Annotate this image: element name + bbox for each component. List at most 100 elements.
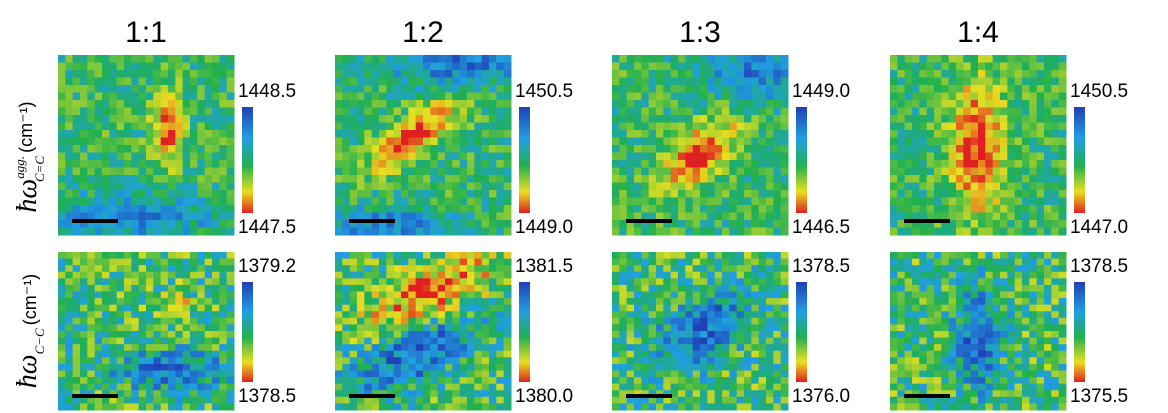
- pixel: [781, 357, 789, 364]
- pixel: [109, 190, 117, 198]
- pixel: [227, 78, 235, 86]
- pixel: [175, 377, 183, 384]
- pixel: [619, 397, 627, 404]
- pixel: [372, 357, 380, 364]
- pixel: [117, 85, 125, 93]
- pixel: [357, 331, 365, 338]
- pixel: [934, 252, 942, 259]
- pixel: [131, 357, 139, 364]
- pixel: [65, 130, 73, 138]
- pixel: [342, 318, 350, 325]
- pixel: [912, 160, 920, 168]
- pixel: [744, 115, 752, 123]
- pixel: [641, 175, 649, 183]
- pixel: [897, 78, 905, 86]
- pixel: [781, 324, 789, 331]
- pixel: [1059, 130, 1067, 138]
- pixel: [729, 384, 737, 391]
- pixel: [1015, 357, 1023, 364]
- pixel: [131, 70, 139, 78]
- pixel: [168, 364, 176, 371]
- pixel: [685, 311, 693, 318]
- pixel: [1044, 252, 1052, 259]
- pixel: [1015, 55, 1023, 63]
- pixel: [183, 63, 191, 71]
- pixel: [139, 220, 147, 228]
- pixel: [496, 138, 504, 146]
- pixel: [678, 153, 686, 161]
- pixel: [102, 259, 110, 266]
- pixel: [693, 115, 701, 123]
- pixel: [175, 285, 183, 292]
- pixel: [386, 160, 394, 168]
- pixel: [379, 272, 387, 279]
- pixel: [729, 298, 737, 305]
- pixel: [897, 160, 905, 168]
- pixel: [737, 100, 745, 108]
- pixel: [227, 397, 235, 404]
- pixel: [357, 205, 365, 213]
- pixel: [386, 384, 394, 391]
- pixel: [1044, 272, 1052, 279]
- pixel: [619, 259, 627, 266]
- pixel: [65, 93, 73, 101]
- pixel: [460, 351, 468, 358]
- pixel: [722, 160, 730, 168]
- pixel: [905, 278, 913, 285]
- pixel: [146, 130, 154, 138]
- pixel: [905, 145, 913, 153]
- pixel: [612, 130, 620, 138]
- pixel: [759, 228, 767, 236]
- pixel: [927, 228, 935, 236]
- symbol: ħω: [12, 354, 43, 388]
- pixel: [496, 108, 504, 116]
- pixel: [934, 100, 942, 108]
- pixel: [350, 285, 358, 292]
- pixel: [707, 145, 715, 153]
- pixel: [489, 213, 497, 221]
- pixel: [408, 390, 416, 397]
- pixel: [934, 55, 942, 63]
- pixel: [656, 252, 664, 259]
- pixel: [781, 138, 789, 146]
- pixel: [504, 344, 512, 351]
- pixel: [153, 153, 161, 161]
- pixel: [489, 390, 497, 397]
- pixel: [423, 298, 431, 305]
- pixel: [656, 190, 664, 198]
- pixel: [161, 384, 169, 391]
- pixel: [912, 371, 920, 378]
- pixel: [474, 138, 482, 146]
- pixel: [474, 305, 482, 312]
- pixel: [117, 205, 125, 213]
- pixel: [496, 70, 504, 78]
- pixel: [124, 311, 132, 318]
- pixel: [73, 272, 81, 279]
- pixel: [95, 78, 103, 86]
- pixel: [212, 123, 220, 131]
- pixel: [117, 100, 125, 108]
- pixel: [227, 344, 235, 351]
- pixel: [1022, 168, 1030, 176]
- pixel: [408, 160, 416, 168]
- pixel: [489, 123, 497, 131]
- pixel: [649, 403, 657, 410]
- pixel: [634, 292, 642, 299]
- pixel: [372, 403, 380, 410]
- pixel: [663, 123, 671, 131]
- pixel: [634, 324, 642, 331]
- pixel: [737, 145, 745, 153]
- pixel: [197, 190, 205, 198]
- pixel: [1037, 220, 1045, 228]
- pixel: [219, 108, 227, 116]
- pixel: [335, 175, 343, 183]
- pixel: [1037, 100, 1045, 108]
- pixel: [744, 285, 752, 292]
- pixel: [342, 305, 350, 312]
- pixel: [117, 70, 125, 78]
- pixel: [350, 168, 358, 176]
- pixel: [1000, 228, 1008, 236]
- pixel: [212, 344, 220, 351]
- pixel: [65, 183, 73, 191]
- pixel: [73, 190, 81, 198]
